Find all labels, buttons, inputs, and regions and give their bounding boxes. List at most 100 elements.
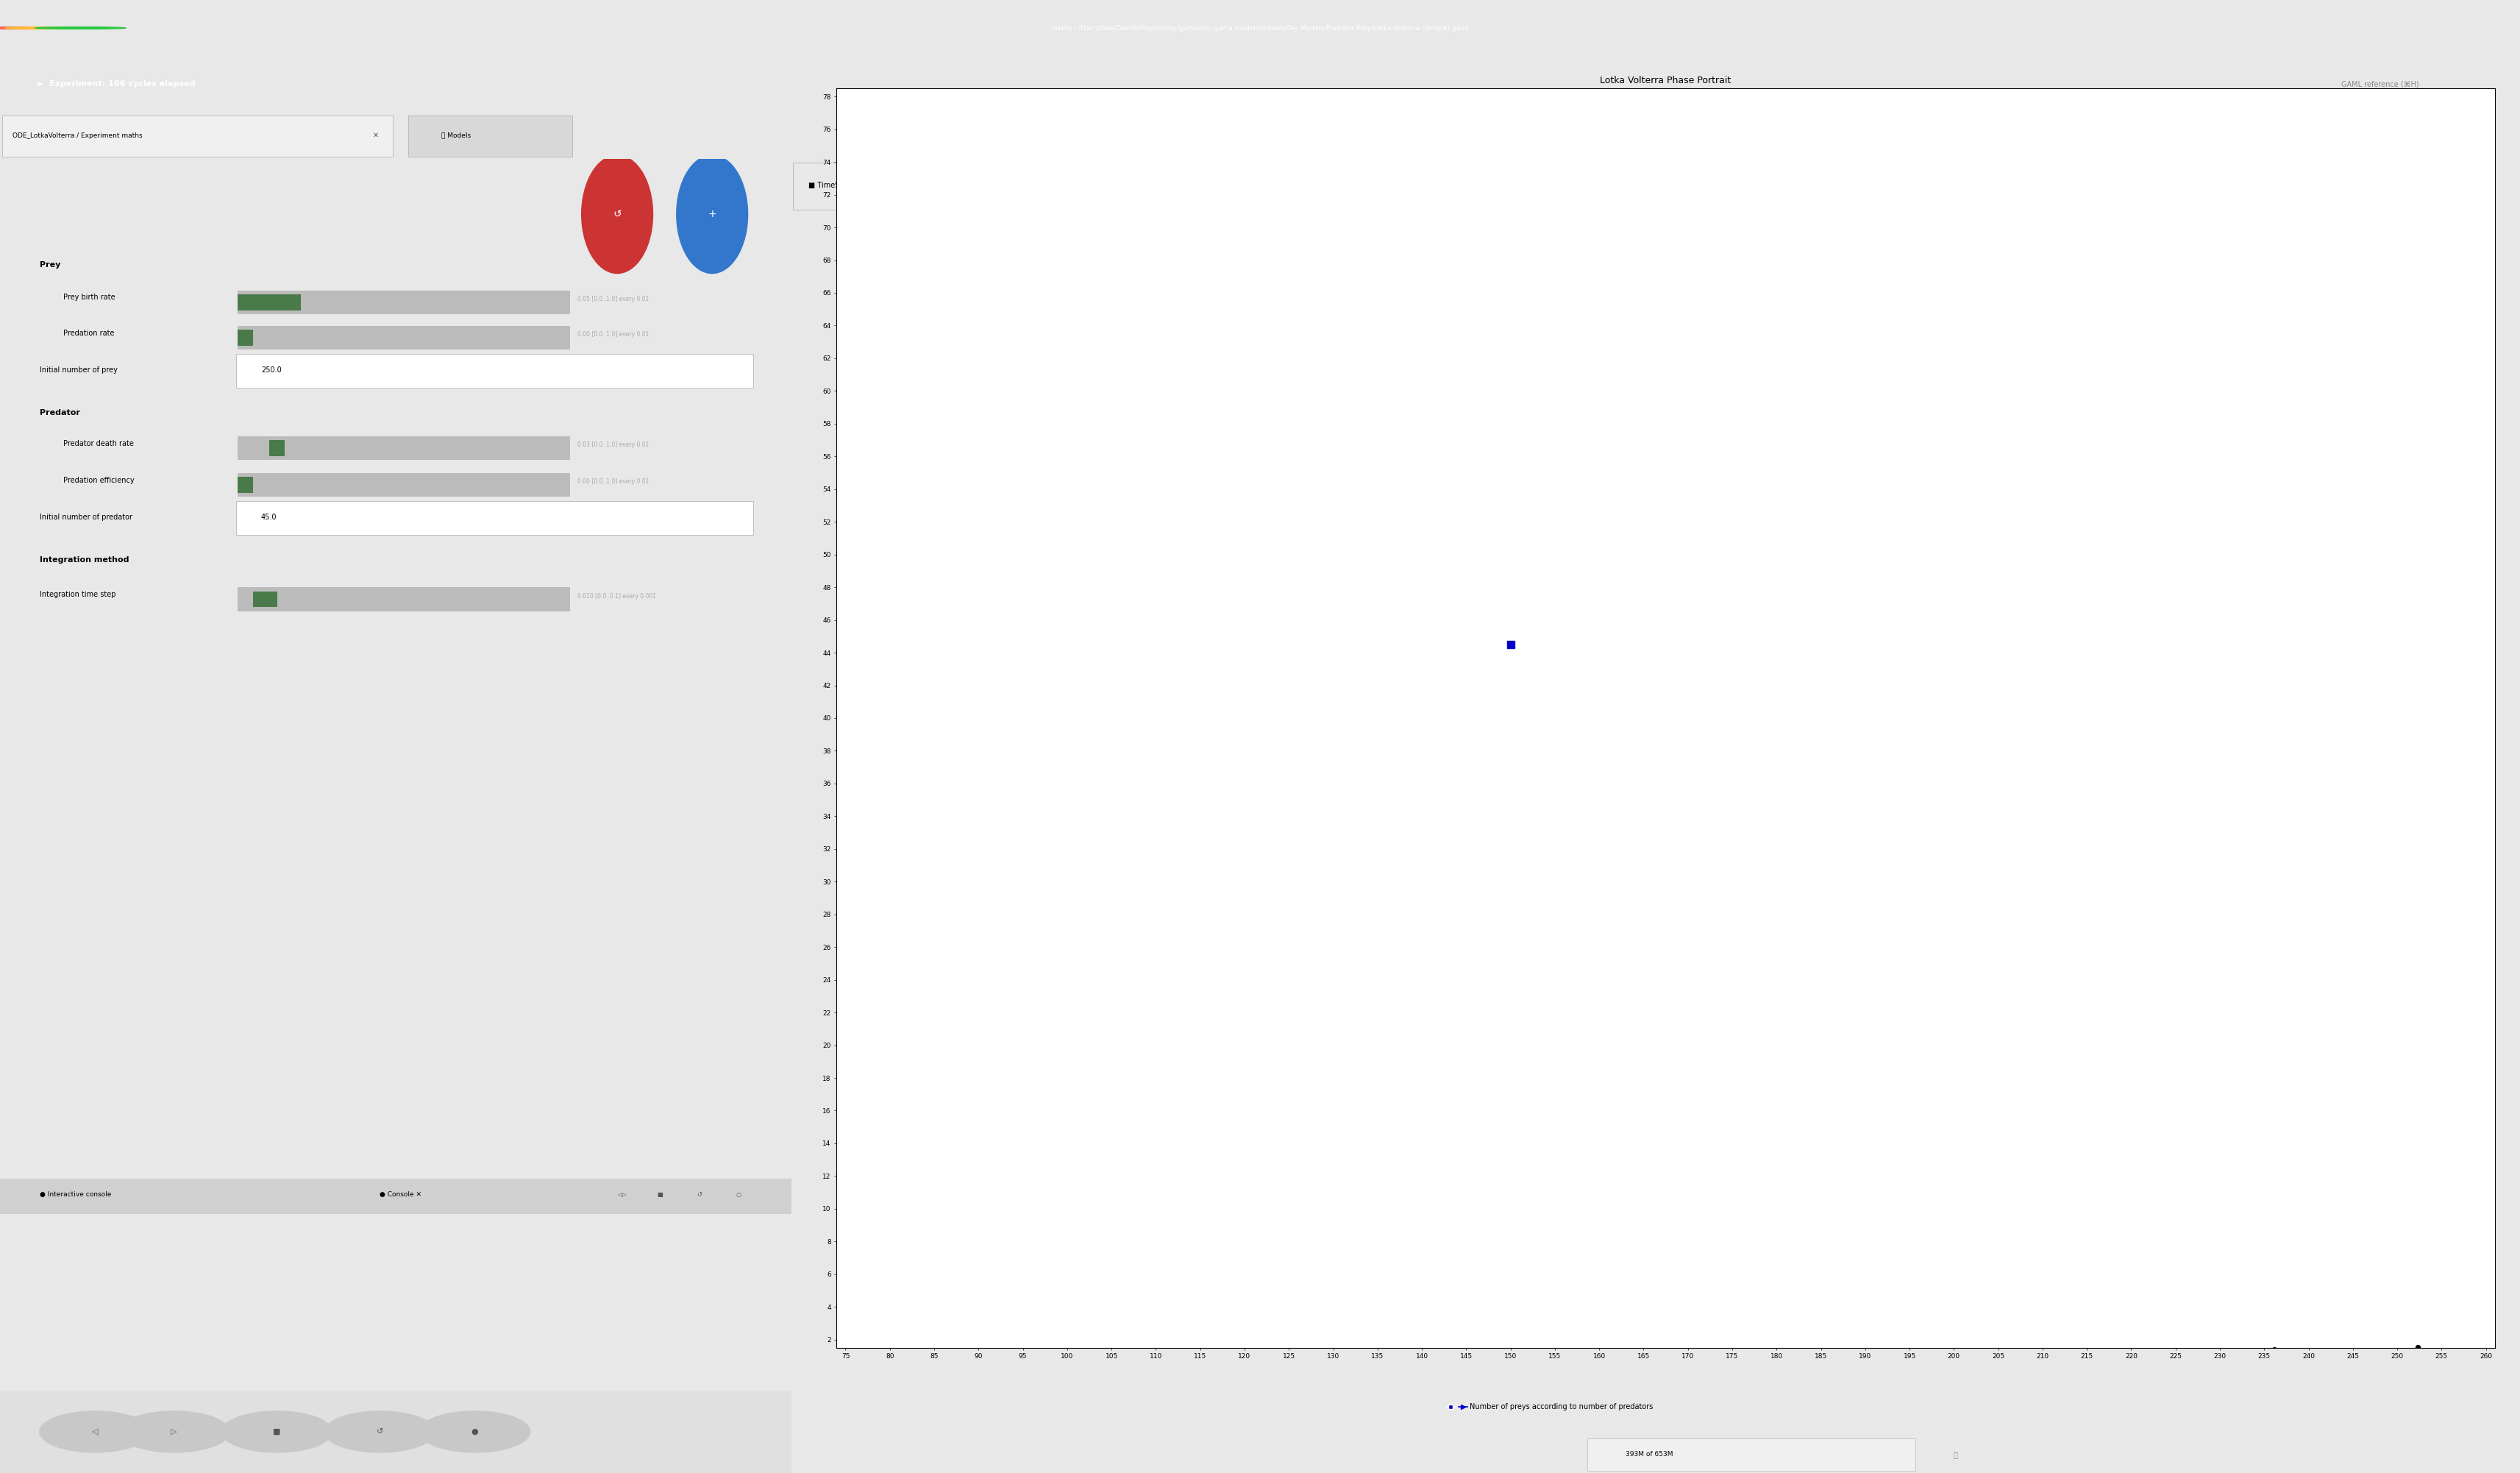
Point bbox=[1336, 1346, 1376, 1370]
Point bbox=[449, 1320, 489, 1343]
Text: Predator death rate: Predator death rate bbox=[63, 439, 134, 446]
Point bbox=[290, 1218, 330, 1242]
Point bbox=[234, 800, 275, 823]
Text: maths - /Users/ben/Dev/GitRepository/gama/msi.gama.models/models/Toy Models/Pred: maths - /Users/ben/Dev/GitRepository/gam… bbox=[1051, 25, 1469, 31]
Point bbox=[229, 253, 270, 277]
Point bbox=[1240, 1346, 1280, 1370]
Point bbox=[249, 1087, 290, 1111]
Point bbox=[232, 763, 272, 787]
Point bbox=[600, 1336, 640, 1360]
Point bbox=[292, 1230, 333, 1254]
FancyBboxPatch shape bbox=[3, 115, 393, 156]
Point bbox=[348, 1287, 388, 1311]
Point bbox=[713, 1340, 753, 1364]
Text: 0.05 [0.0..1.0] every 0.01: 0.05 [0.0..1.0] every 0.01 bbox=[577, 296, 650, 302]
Text: 🗑: 🗑 bbox=[1953, 1451, 1958, 1458]
Text: Initial number of predator: Initial number of predator bbox=[40, 513, 131, 520]
Text: ↺: ↺ bbox=[612, 209, 622, 219]
Point bbox=[1121, 1346, 1162, 1370]
Point bbox=[1893, 1343, 1933, 1367]
Point bbox=[234, 56, 275, 80]
Point bbox=[459, 1323, 499, 1346]
Point bbox=[489, 1327, 529, 1351]
Point bbox=[333, 1276, 373, 1299]
Point bbox=[234, 99, 275, 122]
Point bbox=[408, 1312, 449, 1336]
Point bbox=[675, 1339, 716, 1363]
Text: 250.0: 250.0 bbox=[262, 367, 282, 374]
Point bbox=[2255, 1337, 2296, 1361]
Point bbox=[965, 1345, 1005, 1368]
Text: Predator: Predator bbox=[40, 409, 81, 417]
Circle shape bbox=[675, 155, 748, 274]
Point bbox=[257, 1124, 297, 1147]
Point bbox=[272, 1187, 312, 1211]
Circle shape bbox=[325, 1411, 436, 1452]
Bar bbox=[237, 477, 252, 493]
Point bbox=[496, 1327, 537, 1351]
Text: 0.010 [0.0..0.1] every 0.001: 0.010 [0.0..0.1] every 0.001 bbox=[577, 592, 655, 600]
Point bbox=[1830, 1343, 1870, 1367]
Text: ● Console ✕: ● Console ✕ bbox=[381, 1192, 421, 1198]
Point bbox=[244, 1038, 285, 1062]
Bar bbox=[237, 473, 570, 496]
Point bbox=[234, 866, 275, 890]
Point bbox=[393, 1307, 433, 1330]
Bar bbox=[237, 436, 570, 460]
Point bbox=[257, 1112, 297, 1136]
Point bbox=[338, 1279, 378, 1302]
Point bbox=[2071, 1342, 2112, 1365]
Point bbox=[229, 407, 270, 430]
Legend: , Number of preys according to number of predators: , Number of preys according to number of… bbox=[1444, 1401, 1656, 1414]
Point bbox=[575, 1335, 615, 1358]
Point bbox=[262, 1137, 302, 1161]
Point bbox=[877, 1345, 917, 1368]
Text: GAML reference (⌘H): GAML reference (⌘H) bbox=[2341, 81, 2419, 87]
Point bbox=[748, 1342, 789, 1365]
Text: ✕: ✕ bbox=[373, 133, 378, 138]
Text: ◁▷: ◁▷ bbox=[617, 1192, 627, 1198]
Text: □  —  ◼  ✕: □ — ◼ ✕ bbox=[2437, 183, 2477, 189]
Text: 45.0: 45.0 bbox=[262, 513, 277, 520]
Bar bbox=[237, 330, 252, 346]
Point bbox=[378, 1299, 418, 1323]
FancyBboxPatch shape bbox=[408, 115, 572, 156]
FancyBboxPatch shape bbox=[995, 164, 1217, 209]
Text: ODE_LotkaVolterra / Experiment maths: ODE_LotkaVolterra / Experiment maths bbox=[13, 133, 144, 138]
Point bbox=[559, 1333, 600, 1357]
Point bbox=[282, 1209, 323, 1233]
Point bbox=[297, 1234, 338, 1258]
Bar bbox=[252, 591, 277, 607]
Point bbox=[368, 1296, 408, 1320]
Point bbox=[524, 1330, 564, 1354]
Text: Prey birth rate: Prey birth rate bbox=[63, 293, 116, 300]
Point bbox=[1956, 1342, 1996, 1365]
Point bbox=[237, 927, 277, 950]
Text: 393M of 653M: 393M of 653M bbox=[1625, 1451, 1673, 1458]
Point bbox=[318, 1264, 358, 1287]
Point bbox=[433, 1317, 474, 1340]
Text: 0.00 [0.0..1.0] every 0.01: 0.00 [0.0..1.0] every 0.01 bbox=[577, 479, 650, 485]
Point bbox=[237, 928, 277, 952]
Text: 0.00 [0.0..1.0] every 0.01: 0.00 [0.0..1.0] every 0.01 bbox=[577, 331, 650, 337]
Point bbox=[267, 1164, 307, 1187]
Point bbox=[229, 465, 270, 489]
Point bbox=[229, 669, 270, 692]
Circle shape bbox=[35, 27, 126, 29]
Text: ■: ■ bbox=[658, 1192, 663, 1198]
Point bbox=[232, 732, 272, 756]
Point bbox=[1499, 1345, 1540, 1368]
Point bbox=[1610, 1345, 1651, 1368]
FancyBboxPatch shape bbox=[1588, 1439, 1915, 1472]
Point bbox=[247, 1049, 287, 1072]
Text: ▷: ▷ bbox=[171, 1429, 176, 1435]
Point bbox=[350, 1287, 391, 1311]
Point bbox=[431, 1315, 471, 1339]
Circle shape bbox=[418, 1411, 529, 1452]
Text: ■: ■ bbox=[272, 1429, 280, 1435]
Point bbox=[471, 1323, 512, 1346]
Text: 📁 Models: 📁 Models bbox=[441, 133, 471, 138]
Point bbox=[229, 670, 270, 694]
Text: Initial number of prey: Initial number of prey bbox=[40, 367, 118, 374]
Point bbox=[232, 848, 272, 872]
